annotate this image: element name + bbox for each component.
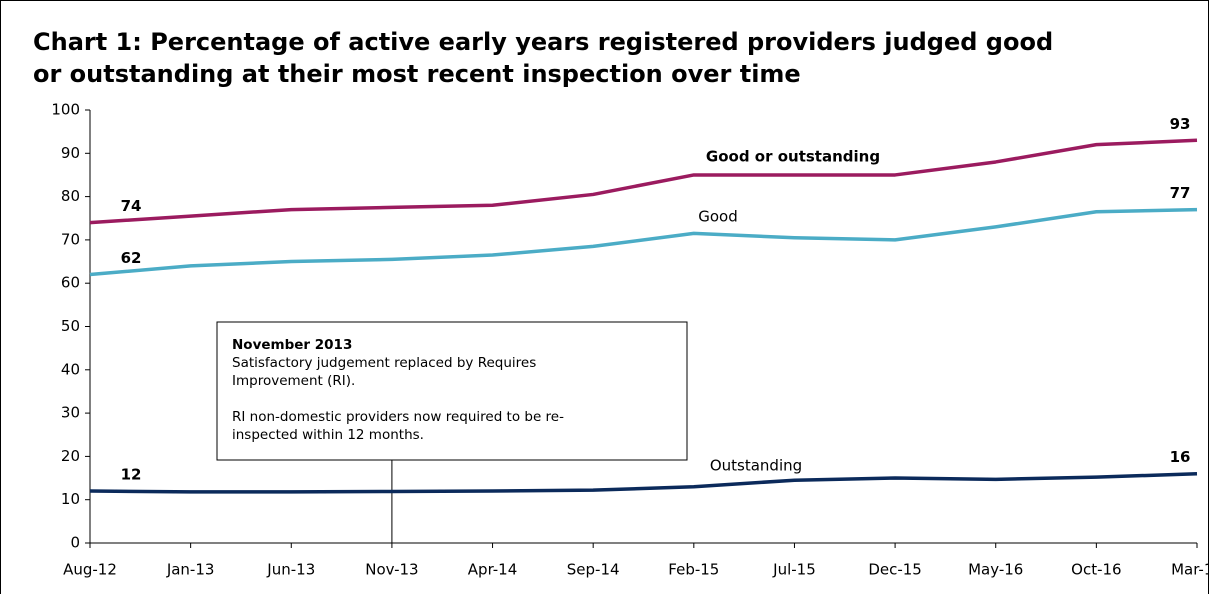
annotation-line: inspected within 12 months. — [232, 427, 424, 443]
data-label: 77 — [1170, 184, 1191, 202]
annotation-line: RI non-domestic providers now required t… — [232, 409, 564, 425]
y-tick-label: 100 — [51, 101, 80, 119]
x-tick-label: Sep-14 — [567, 561, 620, 579]
y-tick-label: 30 — [61, 404, 80, 422]
y-tick-label: 20 — [61, 447, 80, 465]
y-tick-label: 50 — [61, 317, 80, 335]
y-tick-label: 40 — [61, 360, 80, 378]
x-tick-label: Apr-14 — [468, 561, 518, 579]
series-label: Outstanding — [710, 457, 802, 475]
series-label: Good or outstanding — [706, 148, 880, 166]
annotation-line: Improvement (RI). — [232, 373, 355, 389]
data-label: 74 — [121, 197, 142, 215]
x-tick-label: Jun-13 — [266, 561, 315, 579]
y-tick-label: 70 — [61, 230, 80, 248]
x-tick-label: Jul-15 — [772, 561, 816, 579]
chart-title: Chart 1: Percentage of active early year… — [33, 28, 1053, 88]
x-tick-label: May-16 — [968, 561, 1023, 579]
data-label: 16 — [1170, 448, 1191, 466]
data-label: 62 — [121, 249, 142, 267]
x-tick-label: Nov-13 — [365, 561, 418, 579]
x-tick-label: Mar-17 — [1171, 561, 1209, 579]
annotation-title: November 2013 — [232, 337, 352, 353]
annotation-box — [216, 321, 688, 461]
data-label: 93 — [1170, 115, 1191, 133]
series-line — [89, 207, 1198, 277]
x-tick-label: Dec-15 — [868, 561, 922, 579]
x-tick-label: Feb-15 — [668, 561, 719, 579]
x-tick-label: Aug-12 — [63, 561, 117, 579]
y-tick-label: 80 — [61, 187, 80, 205]
series-label: Good — [698, 208, 738, 226]
y-tick-label: 0 — [70, 534, 80, 552]
data-label: 12 — [121, 466, 142, 484]
y-tick-label: 90 — [61, 144, 80, 162]
x-tick-label: Jan-13 — [166, 561, 215, 579]
series-line — [89, 138, 1198, 225]
y-tick-label: 10 — [61, 490, 80, 508]
annotation-line: Satisfactory judgement replaced by Requi… — [232, 355, 536, 371]
x-tick-label: Oct-16 — [1071, 561, 1121, 579]
series-line — [89, 471, 1198, 494]
y-tick-label: 60 — [61, 274, 80, 292]
